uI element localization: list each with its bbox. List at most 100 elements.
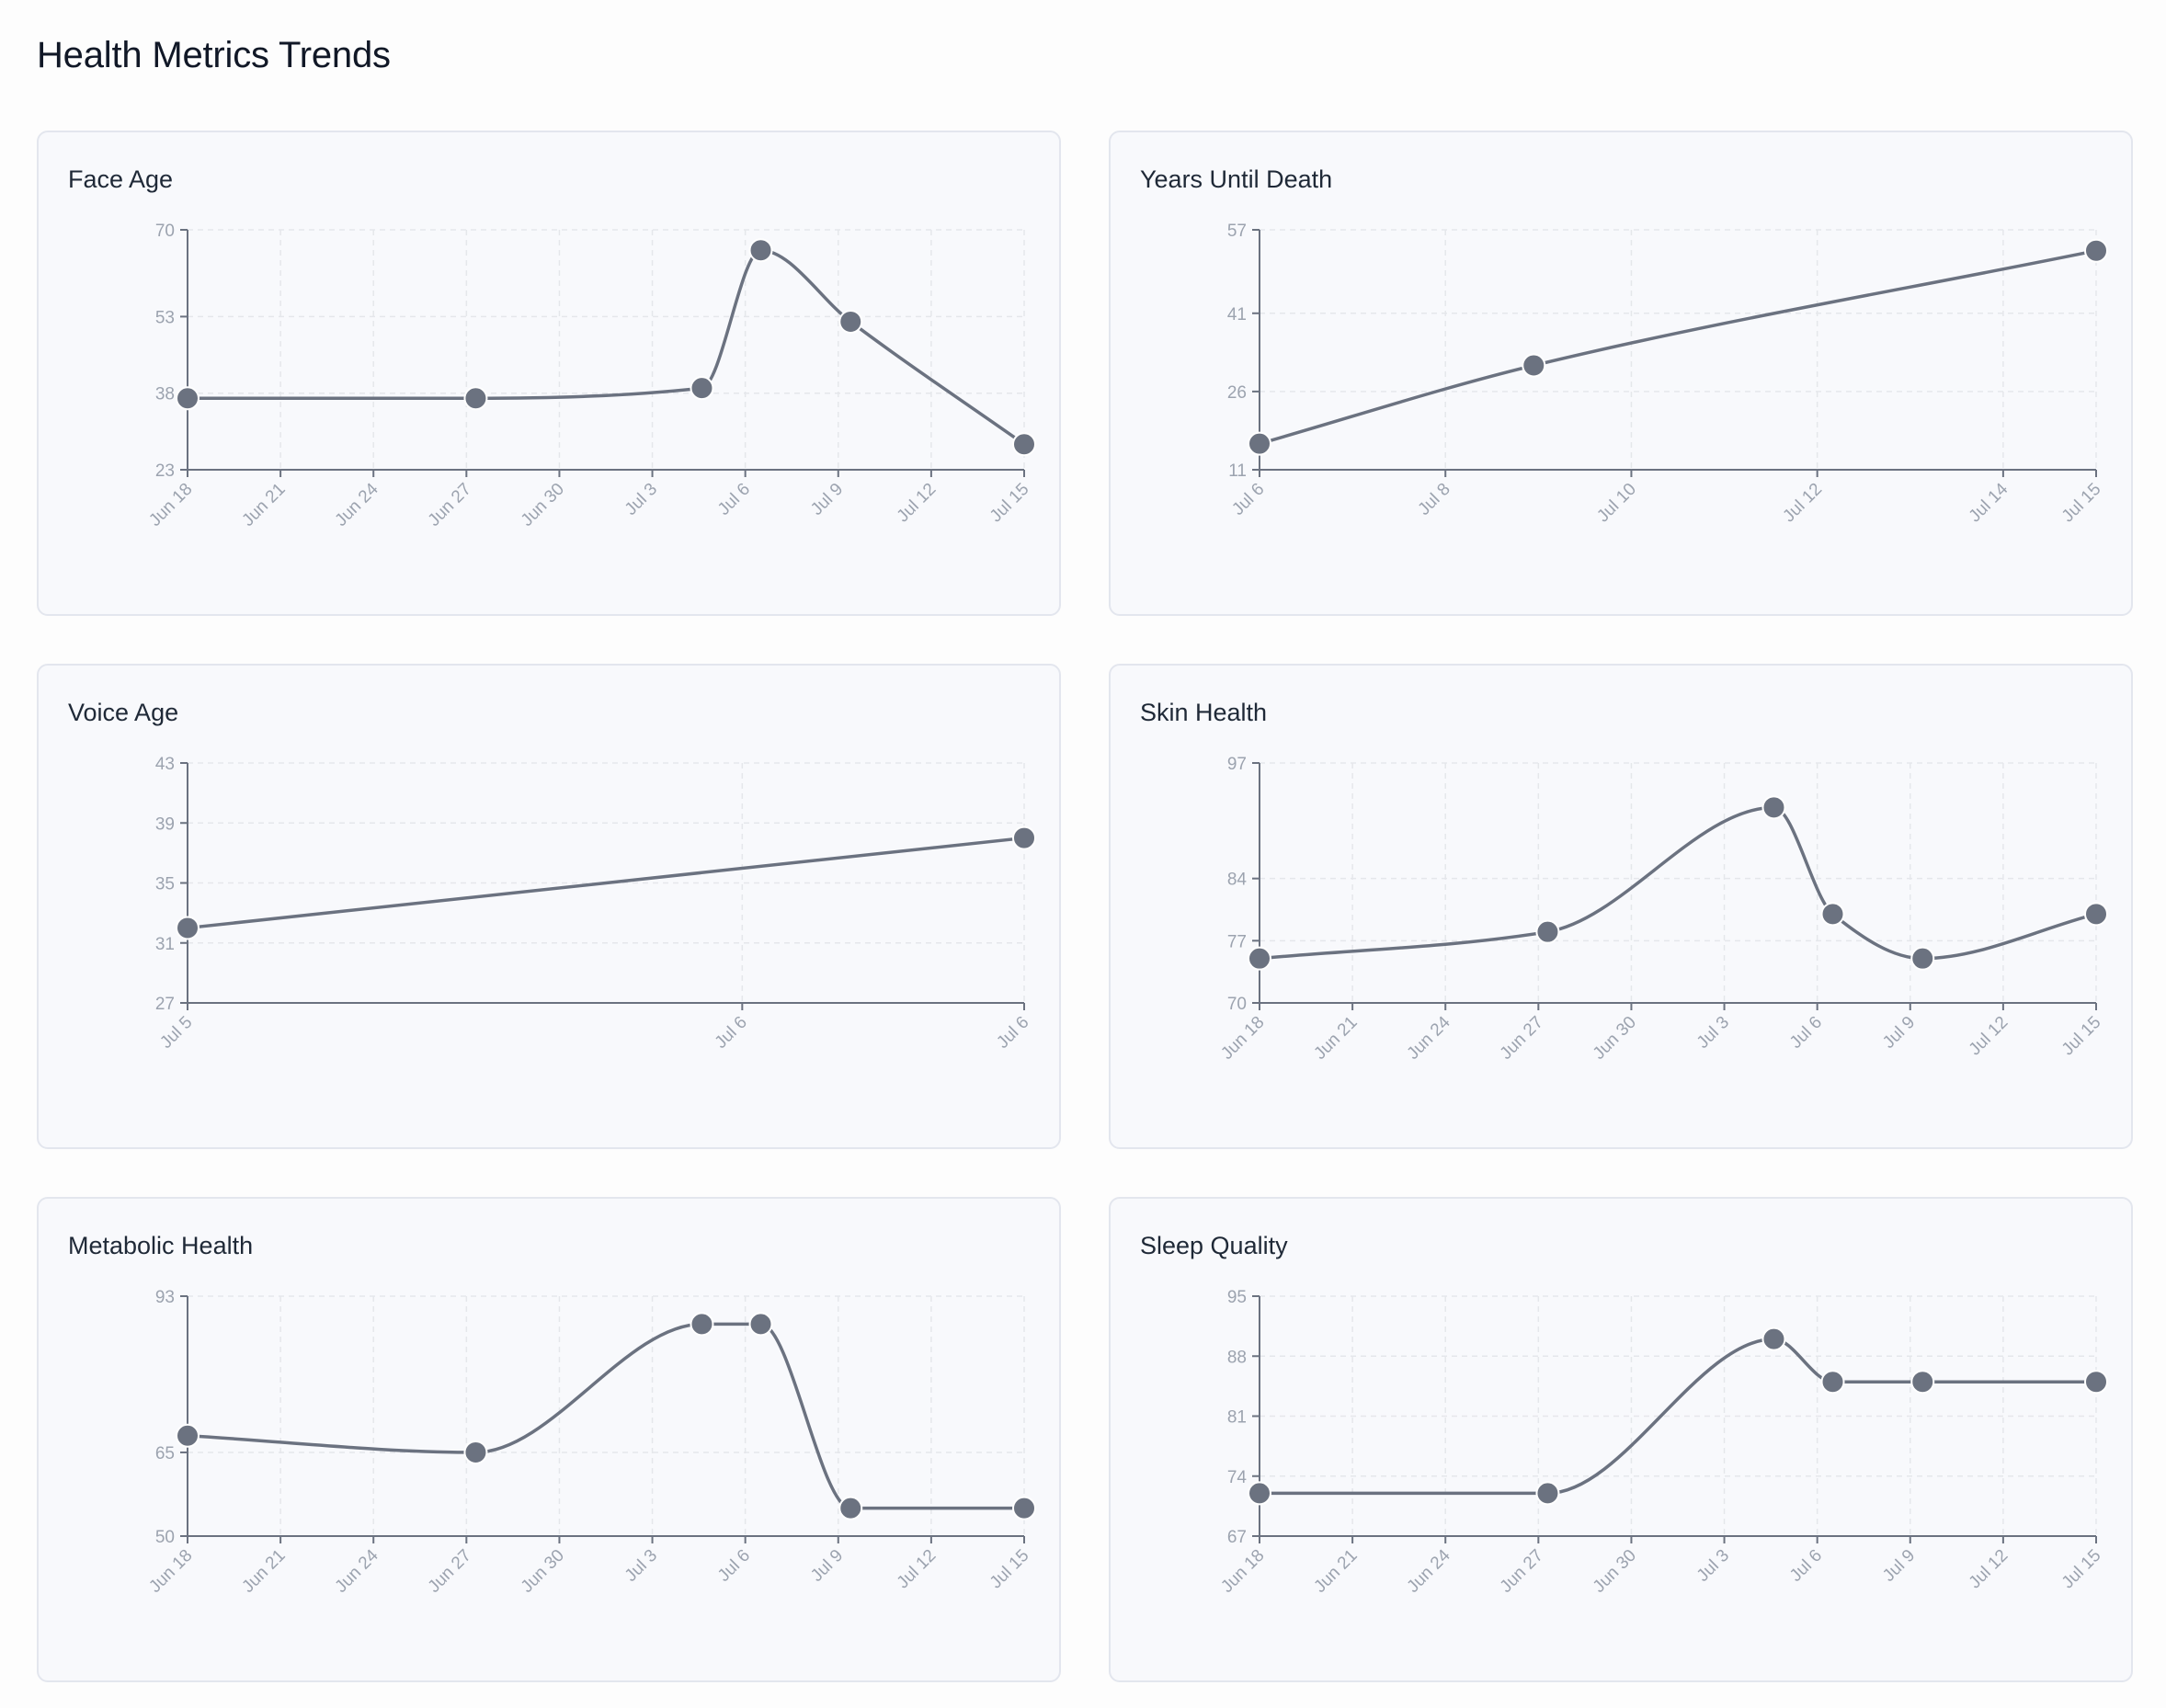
chart-title: Voice Age [68, 699, 179, 726]
y-tick-label: 93 [155, 1288, 175, 1307]
chart-years-until-death: 11 26 41 57 Jul 6 Jul 8 Jul 10 Jul 12 Jul 14 Jul … [1227, 222, 2108, 527]
x-tick-label: Jul 15 [2058, 1013, 2105, 1060]
chart-card-sleep-quality: Sleep Quality 67 74 81 88 95 Jun 18 Jun 21 Jun … [1109, 1197, 2133, 1682]
x-tick-label: Jul 6 [1786, 1546, 1826, 1586]
x-tick-label: Jun 21 [238, 480, 289, 530]
data-point [1820, 1370, 1845, 1395]
x-tick-label: Jun 27 [1497, 1546, 1547, 1597]
series-line [187, 1322, 1024, 1510]
x-tick-label: Jul 15 [986, 480, 1033, 527]
data-point [1910, 946, 1935, 971]
x-tick-label: Jun 24 [1404, 1545, 1454, 1596]
chart-title: Sleep Quality [1140, 1232, 1288, 1259]
y-tick-label: 77 [1227, 932, 1247, 951]
data-point [1820, 902, 1845, 927]
x-tick-label: Jul 15 [2058, 1546, 2105, 1593]
x-tick-label: Jun 24 [332, 479, 382, 529]
data-point [1248, 1481, 1271, 1506]
x-tick-label: Jun 27 [1497, 1013, 1547, 1064]
x-tick-label: Jul 6 [993, 1013, 1032, 1053]
data-point [1248, 431, 1271, 456]
data-point [1012, 826, 1036, 850]
chart-sleep-quality: 67 74 81 88 95 Jun 18 Jun 21 Jun 24 Jun 27 Jun 30… [1217, 1288, 2108, 1597]
x-tick-label: Jun 27 [425, 1546, 475, 1597]
y-tick-label: 43 [155, 755, 175, 774]
y-tick-label: 23 [155, 461, 175, 481]
y-tick-label: 39 [155, 814, 175, 834]
x-tick-label: Jul 12 [1966, 1013, 2012, 1060]
chart-face-age: 23 38 53 70 Jun 18 Jun 21 Jun 24 Jun 27 Jun 30 Ju… [145, 222, 1036, 530]
series-line [1259, 805, 2097, 961]
x-tick-label: Jun 27 [425, 480, 475, 530]
y-tick-label: 65 [155, 1444, 175, 1463]
data-point [690, 376, 714, 401]
chart-title: Years Until Death [1140, 165, 1333, 193]
data-point [176, 386, 200, 411]
x-tick-label: Jun 24 [1404, 1012, 1454, 1063]
data-point [1012, 432, 1036, 457]
x-tick-label: Jul 3 [621, 1546, 661, 1586]
data-point [1012, 1496, 1036, 1520]
data-point [748, 1312, 773, 1337]
x-tick-label: Jul 9 [1879, 1546, 1919, 1586]
x-tick-label: Jun 21 [1310, 1546, 1361, 1597]
x-tick-label: Jun 21 [238, 1546, 289, 1597]
x-tick-label: Jun 18 [145, 1546, 196, 1597]
x-tick-label: Jul 6 [712, 1013, 751, 1053]
chart-title: Metabolic Health [68, 1232, 254, 1259]
x-tick-label: Jul 3 [1693, 1546, 1733, 1586]
data-point [176, 916, 200, 940]
data-point [1535, 919, 1560, 944]
x-tick-label: Jul 12 [894, 480, 940, 527]
x-tick-label: Jun 18 [1217, 1546, 1268, 1597]
x-tick-label: Jul 6 [1228, 480, 1268, 519]
x-tick-label: Jul 9 [807, 480, 847, 519]
y-tick-label: 70 [1227, 995, 1247, 1014]
chart-card-face-age: Face Age 23 38 53 70 Jun 18 Jun 21 Jun 24 Jun 2… [37, 131, 1061, 616]
y-tick-label: 31 [155, 935, 175, 954]
x-tick-label: Jul 9 [1879, 1013, 1919, 1053]
y-tick-label: 41 [1227, 305, 1247, 325]
y-tick-label: 53 [155, 308, 175, 327]
data-point [838, 309, 863, 334]
chart-card-voice-age: Voice Age 27 31 35 39 43 Jul 5 Jul 6 Jul 6 [37, 664, 1061, 1149]
x-tick-label: Jul 8 [1415, 480, 1454, 519]
series-line [1259, 248, 2097, 446]
x-tick-label: Jul 12 [1966, 1546, 2012, 1593]
y-tick-label: 57 [1227, 222, 1247, 241]
series-line [188, 248, 1026, 446]
chart-metabolic-health: 50 65 93 Jun 18 Jun 21 Jun 24 Jun 27 Jun 30 Jul … [145, 1288, 1036, 1597]
x-tick-label: Jun 30 [518, 480, 568, 530]
y-tick-label: 50 [155, 1528, 175, 1547]
chart-card-skin-health: Skin Health 70 77 84 97 Jun 18 Jun 21 Jun 24 Ju… [1109, 664, 2133, 1149]
data-point [838, 1496, 863, 1520]
data-point [463, 386, 488, 411]
chart-voice-age: 27 31 35 39 43 Jul 5 Jul 6 Jul 6 [155, 755, 1036, 1053]
x-tick-label: Jul 9 [807, 1546, 847, 1586]
x-tick-label: Jul 15 [2058, 480, 2105, 527]
chart-card-years-until-death: Years Until Death 11 26 41 57 Jul 6 Jul 8 Jul … [1109, 131, 2133, 616]
x-tick-label: Jul 15 [986, 1546, 1033, 1593]
chart-skin-health: 70 77 84 97 Jun 18 Jun 21 Jun 24 Jun 27 Jun 30 Ju… [1217, 755, 2108, 1064]
data-point [176, 1423, 200, 1448]
x-tick-label: Jul 10 [1593, 480, 1640, 527]
page-title: Health Metrics Trends [37, 35, 391, 75]
x-tick-label: Jul 14 [1966, 479, 2012, 526]
y-tick-label: 27 [155, 995, 175, 1014]
data-point [1522, 353, 1546, 378]
y-tick-label: 26 [1227, 383, 1247, 403]
x-tick-label: Jun 24 [332, 1545, 382, 1596]
y-tick-label: 35 [155, 875, 175, 894]
data-point [2084, 902, 2108, 927]
data-point [1761, 795, 1786, 820]
data-point [1761, 1327, 1786, 1351]
x-tick-label: Jul 5 [156, 1013, 196, 1053]
y-tick-label: 88 [1227, 1348, 1247, 1367]
y-tick-label: 67 [1227, 1528, 1247, 1547]
y-tick-label: 95 [1227, 1288, 1247, 1307]
series-line [187, 836, 1025, 930]
data-point [1248, 946, 1271, 971]
chart-card-metabolic-health: Metabolic Health 50 65 93 Jun 18 Jun 21 Jun 2… [37, 1197, 1061, 1682]
x-tick-label: Jul 6 [714, 1546, 754, 1586]
data-point [748, 238, 773, 263]
